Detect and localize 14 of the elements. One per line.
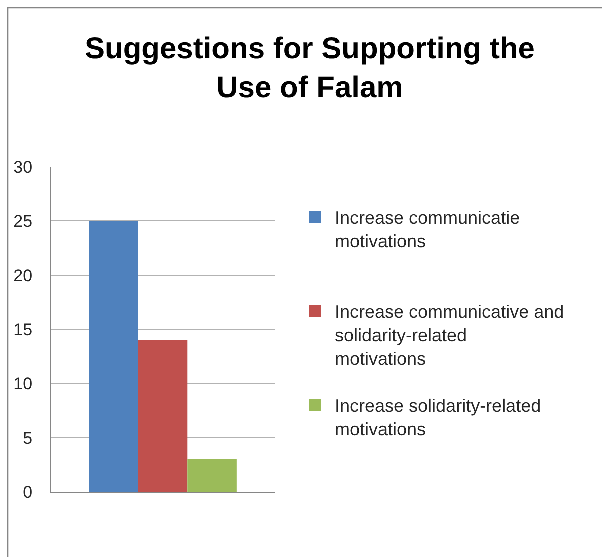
y-tick-label: 30 [14,158,33,177]
legend-label: Increase communicative and solidarity-related motivations [335,302,564,370]
chart-title: Suggestions for Supporting the Use of Falam [85,32,535,104]
y-tick-label: 0 [23,482,33,502]
y-tick-label: 20 [14,266,33,286]
legend-label: Increase communicatie motivations [335,208,520,252]
y-tick-label: 5 [23,428,33,448]
y-tick-label: 10 [14,374,33,394]
bar [89,221,138,492]
y-tick-label: 25 [14,212,33,232]
bar [138,340,188,492]
legend-label: Increase solidarity-related motivations [335,396,542,440]
bar [188,460,237,492]
y-tick-label: 15 [14,320,33,340]
